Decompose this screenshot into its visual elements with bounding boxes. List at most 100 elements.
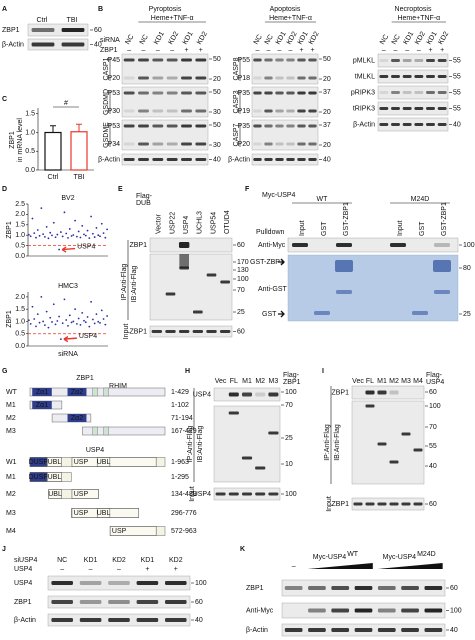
mw-marker: 20 <box>323 76 331 83</box>
lane-label: M3 <box>269 378 279 385</box>
band <box>413 448 423 452</box>
band <box>286 109 295 113</box>
band <box>275 142 284 146</box>
domain-label: UBL <box>48 459 62 466</box>
group-label-sup: M24D <box>417 551 436 558</box>
band <box>268 431 279 435</box>
point <box>75 323 78 325</box>
band <box>377 390 387 395</box>
sign: – <box>394 47 398 54</box>
band <box>241 456 253 460</box>
row-label: β-Actin <box>2 41 24 48</box>
blot <box>213 405 281 483</box>
point <box>99 235 101 238</box>
y-axis-label: ZBP1 <box>6 310 13 328</box>
lane-label: NC <box>264 34 275 46</box>
point <box>95 227 98 229</box>
band <box>308 91 317 95</box>
panel-label: G <box>2 368 8 375</box>
mw-marker: 60 <box>450 585 458 592</box>
row-label: ZBP1 <box>129 328 147 335</box>
point <box>99 322 101 324</box>
band <box>138 91 149 95</box>
band <box>365 390 375 395</box>
point <box>83 319 85 322</box>
band <box>379 59 389 62</box>
point <box>84 234 87 237</box>
point <box>72 234 75 236</box>
point <box>86 316 89 318</box>
arrow <box>278 310 285 318</box>
domain-label: Zα2 <box>71 389 83 396</box>
mw-marker: 55 <box>453 73 461 80</box>
band <box>297 124 306 128</box>
lane-label: M4 <box>413 378 423 385</box>
point <box>102 318 105 320</box>
row-label: Anti-Myc <box>258 242 286 249</box>
protein-title: ZBP1 <box>76 375 94 382</box>
band <box>51 600 73 604</box>
construct-name: W1 <box>6 459 17 466</box>
group-label: Myc-USP4 <box>313 554 347 561</box>
domain <box>29 472 47 482</box>
band <box>181 58 192 62</box>
mw-marker: 30 <box>213 142 221 149</box>
point <box>35 325 37 328</box>
lane-label: GST <box>321 221 328 236</box>
blot <box>377 117 449 132</box>
mw-marker: 50 <box>213 56 221 63</box>
form-label: P20 <box>238 141 251 148</box>
lane-label: KD1 <box>182 31 195 46</box>
group-label-sup: WT <box>347 551 359 558</box>
band <box>389 460 399 464</box>
protein-label: GSDME <box>103 122 110 148</box>
band <box>414 91 424 94</box>
mw-marker: 55 <box>453 89 461 96</box>
lane-label: KD2 <box>308 31 321 46</box>
band <box>354 608 373 613</box>
domain-label: USP <box>112 528 127 535</box>
point <box>72 320 75 323</box>
construct-range: 572-963 <box>171 528 197 535</box>
lane-label: KD2 <box>286 31 299 46</box>
domain-label: UBL <box>97 459 111 466</box>
band <box>297 76 306 80</box>
mw-marker: 40 <box>450 627 458 634</box>
lane-label: NC <box>253 34 264 46</box>
band <box>286 142 295 146</box>
row-label: β-Actin <box>353 121 375 128</box>
treatment: Heme+TNF-α <box>397 15 440 22</box>
y-tick-label: 2.0 <box>15 211 25 218</box>
y-tick-label: 1.5 <box>25 111 35 118</box>
lane-label: KD1 <box>275 31 288 46</box>
sign: – <box>289 47 293 54</box>
blot <box>251 53 319 85</box>
domain-label: UBL <box>97 510 111 517</box>
section-label: Pulldown <box>256 229 285 236</box>
band <box>61 42 85 47</box>
point <box>38 321 41 324</box>
band <box>138 142 149 146</box>
band <box>434 290 450 294</box>
band <box>377 586 396 590</box>
blot <box>351 497 425 511</box>
mw-marker: 70 <box>285 402 293 409</box>
band <box>286 58 295 62</box>
mw-marker: 100 <box>195 580 207 587</box>
mw-marker: 55 <box>453 105 461 112</box>
band <box>253 91 262 95</box>
band <box>152 142 164 146</box>
point <box>88 325 91 328</box>
band <box>79 600 102 604</box>
point <box>102 232 105 235</box>
band <box>354 586 373 590</box>
mw-marker: 60 <box>195 599 203 606</box>
domain-label: Zα1 <box>36 389 48 396</box>
mw-marker: 20 <box>323 109 331 116</box>
lane-label: Input <box>299 220 306 236</box>
construct <box>82 426 166 436</box>
mw-marker: 130 <box>237 267 249 274</box>
band <box>136 581 159 585</box>
ip-label: IP:Anti-Flag <box>187 426 194 463</box>
band <box>152 76 164 80</box>
